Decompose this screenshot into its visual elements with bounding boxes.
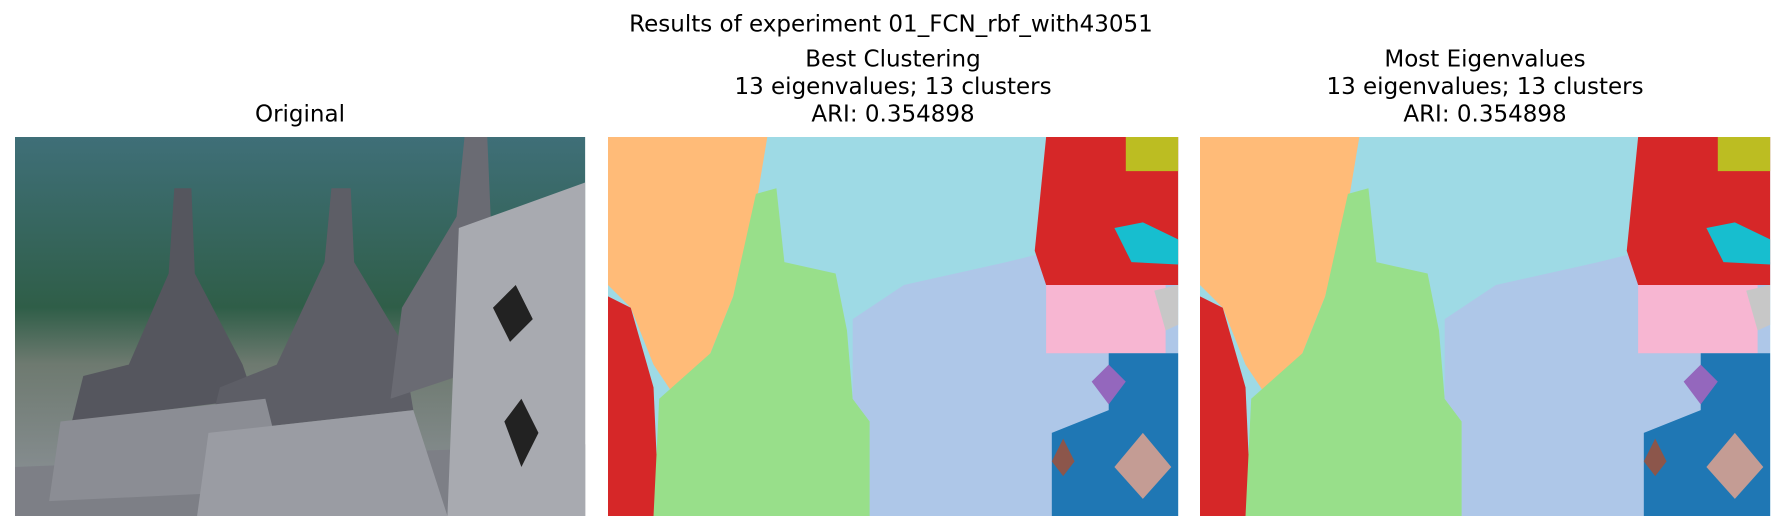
panel-title: Best Clustering xyxy=(805,47,980,73)
panel-title: ARI: 0.354898 xyxy=(1403,102,1566,128)
panel-title: Most Eigenvalues xyxy=(1384,47,1585,73)
figure-title: Results of experiment 01_FCN_rbf_with430… xyxy=(629,12,1153,38)
original-image xyxy=(15,137,586,516)
panel-title: 13 eigenvalues; 13 clusters xyxy=(734,74,1051,100)
eigenvalues-image xyxy=(1200,137,1771,516)
clustering-image xyxy=(608,137,1179,516)
panel-title: ARI: 0.354898 xyxy=(811,102,974,128)
panel-title: Original xyxy=(255,102,345,128)
panel-title: 13 eigenvalues; 13 clusters xyxy=(1326,74,1643,100)
